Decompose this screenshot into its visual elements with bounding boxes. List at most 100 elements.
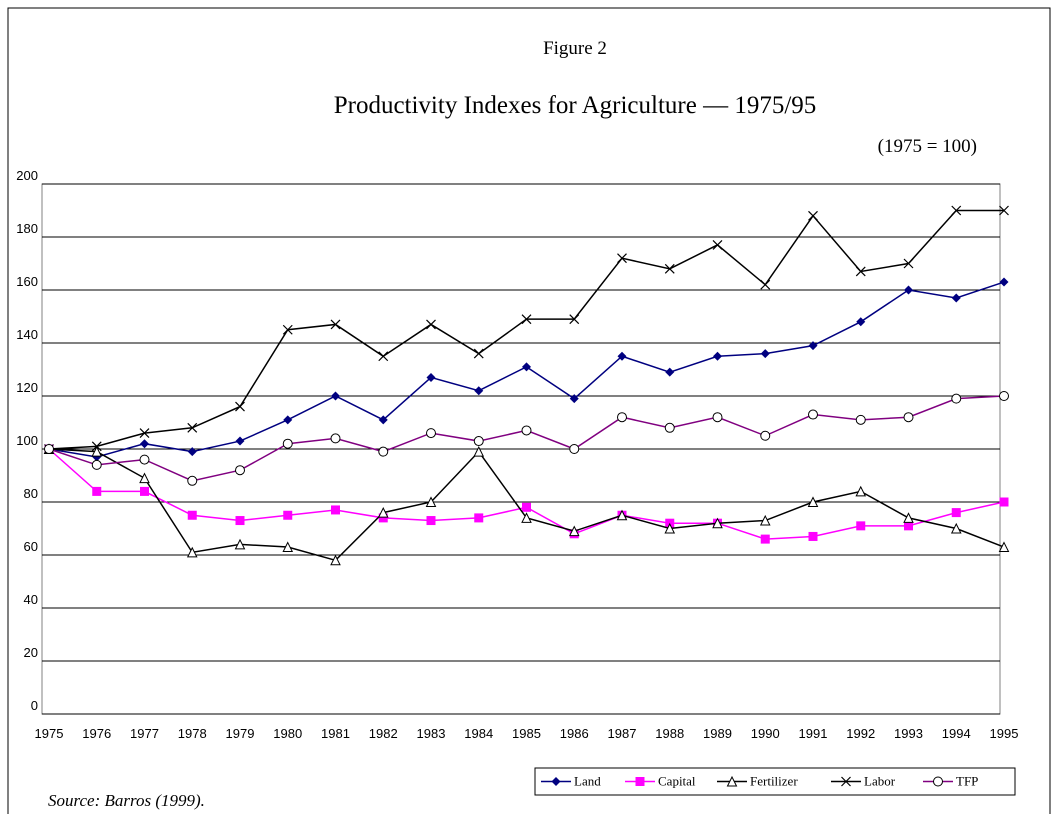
legend-item: TFP: [923, 774, 978, 789]
x-tick-label: 1986: [560, 726, 589, 741]
marker: [616, 509, 628, 521]
x-tick-label: 1975: [35, 726, 64, 741]
legend-marker: [933, 776, 943, 787]
marker: [855, 485, 867, 497]
y-tick-label: 140: [16, 327, 38, 342]
x-tick-label: 1994: [942, 726, 971, 741]
marker: [903, 258, 914, 269]
marker: [378, 351, 389, 362]
marker: [664, 422, 675, 433]
marker: [712, 240, 723, 250]
marker: [856, 317, 866, 327]
marker: [187, 447, 197, 457]
marker: [713, 351, 722, 361]
marker: [521, 512, 532, 523]
legend-item: Land: [541, 774, 601, 789]
marker: [473, 446, 485, 457]
marker: [91, 459, 102, 470]
y-tick-label: 20: [24, 645, 38, 660]
marker: [808, 341, 818, 351]
legend-marker: [726, 775, 738, 787]
marker: [92, 486, 102, 496]
marker: [808, 409, 818, 420]
marker: [759, 514, 771, 526]
marker: [808, 531, 818, 541]
y-tick-label: 180: [16, 221, 38, 236]
marker: [44, 444, 54, 454]
marker: [91, 446, 103, 457]
frame: [7, 7, 1051, 814]
marker: [140, 486, 149, 496]
series-line: [48, 395, 1005, 482]
marker: [473, 436, 484, 447]
source-note: Source: Barros (1999).: [48, 791, 205, 810]
marker: [999, 205, 1009, 216]
x-tick-label: 1984: [464, 726, 493, 741]
marker: [950, 522, 962, 534]
y-tick-label: 200: [16, 168, 38, 183]
marker: [330, 319, 341, 330]
marker: [664, 522, 676, 534]
marker: [569, 444, 580, 454]
marker: [377, 506, 389, 518]
marker: [187, 510, 197, 520]
marker: [903, 412, 914, 423]
chart-subtitle: (1975 = 100): [878, 136, 977, 157]
x-tick-label: 1991: [799, 726, 828, 741]
marker: [999, 497, 1009, 507]
marker: [569, 314, 580, 325]
marker: [760, 349, 770, 359]
marker: [999, 391, 1009, 401]
x-tick-label: 1976: [82, 726, 111, 741]
marker: [330, 433, 341, 444]
marker: [282, 438, 293, 449]
y-tick-label: 160: [16, 274, 38, 289]
marker: [904, 285, 913, 295]
marker: [331, 505, 340, 515]
x-tick-label: 1985: [512, 726, 541, 741]
x-tick-label: 1978: [178, 726, 207, 741]
legend-marker: [635, 777, 645, 786]
figure-label: Figure 2: [543, 38, 607, 59]
marker: [474, 513, 484, 523]
legend-label: Capital: [658, 774, 696, 789]
marker: [378, 415, 388, 425]
marker: [521, 314, 532, 325]
legend-item: Capital: [625, 774, 696, 789]
x-tick-label: 1993: [894, 726, 923, 741]
x-tick-label: 1990: [751, 726, 780, 741]
marker: [378, 513, 388, 523]
x-tick-label: 1979: [226, 726, 255, 741]
marker: [951, 293, 961, 303]
marker: [522, 502, 531, 512]
marker: [283, 510, 293, 520]
marker: [999, 277, 1009, 287]
marker: [569, 394, 579, 404]
marker: [282, 324, 293, 335]
x-tick-label: 1977: [130, 726, 159, 741]
marker: [140, 439, 149, 449]
marker: [808, 210, 818, 221]
y-tick-label: 100: [16, 433, 38, 448]
marker: [998, 541, 1010, 553]
marker: [235, 516, 245, 526]
marker: [186, 546, 198, 558]
marker: [522, 362, 531, 372]
marker: [856, 521, 866, 531]
x-tick-label: 1982: [369, 726, 398, 741]
x-tick-label: 1983: [417, 726, 446, 741]
marker: [855, 266, 866, 277]
marker: [521, 425, 532, 436]
marker: [904, 521, 913, 531]
marker: [331, 391, 340, 401]
marker: [426, 428, 436, 439]
marker: [951, 205, 962, 216]
marker: [235, 465, 245, 476]
x-tick-label: 1981: [321, 726, 350, 741]
legend-marker: [551, 777, 561, 786]
marker: [139, 428, 150, 439]
marker: [91, 441, 102, 452]
marker: [187, 422, 198, 433]
marker: [712, 517, 723, 529]
